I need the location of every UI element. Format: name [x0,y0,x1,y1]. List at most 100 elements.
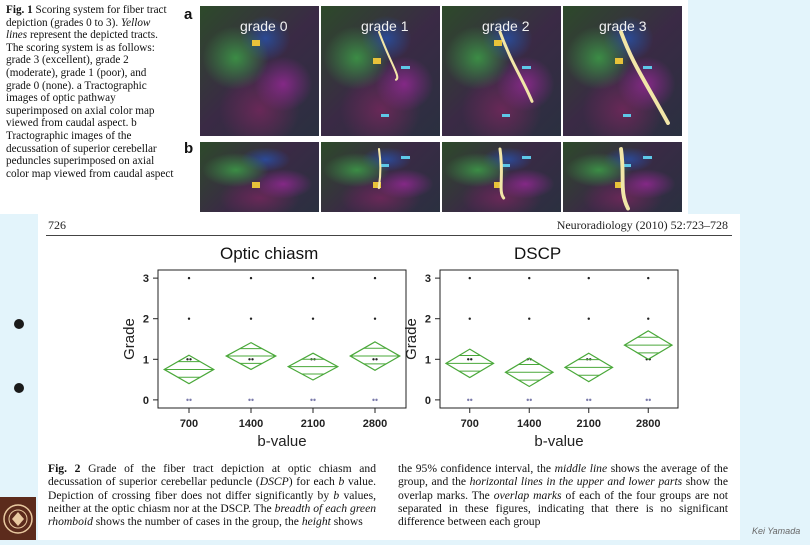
fig2-italic: horizontal lines in the upper and lower … [469,475,683,489]
x-tick-label: 2100 [577,418,601,430]
roi-marker [615,182,623,188]
y-tick-label: 0 [425,395,431,407]
fiber-tract [377,147,382,190]
grade-label-2: grade 2 [482,18,530,34]
data-point [249,317,253,320]
y-tick-label: 3 [143,273,149,285]
tract-overlay [615,30,670,125]
plot-frame [157,269,407,409]
x-tick-label: 1400 [239,418,263,430]
data-point [529,398,532,402]
x-axis-label: b-value [534,433,583,450]
ci-rhomboid [348,341,402,371]
fig1-caption: Fig. 1 Scoring system for fiber tract de… [0,0,178,214]
ci-rhomboid [224,341,278,371]
fig2-text: value. Depiction of crossing fiber does … [48,475,376,502]
panel-b-image-grade-2 [442,142,561,212]
fig2-caption-right: the 95% confidence interval, the middle … [398,462,728,528]
fig2-text: of each of the four groups are not separ… [398,488,728,529]
x-tick-label: 700 [461,418,479,430]
roi-marker-blue [381,114,389,117]
fig1-image: a b grade 0 grade 1 grade 2 grade 3 [178,0,688,214]
fig2-text: show the overlap marks. The [398,475,728,502]
data-point [189,398,192,402]
data-point [251,398,254,402]
panel-b-image-grade-0 [200,142,319,212]
data-point [251,358,254,361]
roi-marker [252,182,260,188]
fig2-text: shows the number of cases in the group, … [92,515,302,529]
data-point [248,398,251,402]
tract-overlay [252,40,260,46]
fig2-text: shows [330,515,363,529]
data-point [187,317,191,320]
ci-rhomboid [162,354,216,385]
roi-marker-blue [643,156,652,159]
fig2-text: Grade of the fiber tract depiction at op… [48,462,376,489]
roi-marker [615,58,623,64]
data-point [187,276,191,280]
panel-a-image-grade-0: grade 0 [200,6,319,136]
data-point [470,398,473,402]
panel-b-image-grade-1 [321,142,440,212]
journal-page: 726 Neuroradiology (2010) 52:723–728 Opt… [38,214,740,540]
tract-overlay [615,147,652,211]
data-point [586,398,589,402]
fiber-tract [498,147,506,200]
journal-citation: Neuroradiology (2010) 52:723–728 [556,218,728,232]
header-rule [46,235,732,236]
data-point [375,398,378,402]
grade-label-3: grade 3 [599,18,647,34]
roi-marker-blue [522,66,531,69]
roi-marker [494,182,502,188]
y-tick-label: 1 [143,354,149,366]
data-point [313,398,316,402]
fig2-text: ) for each [288,475,339,489]
fig2-italic: breadth of each green rhomboid [48,501,377,529]
fig1-caption-text-1: Scoring system for fiber tract depiction… [6,4,167,29]
data-point [470,358,473,361]
x-tick-label: 1400 [517,418,541,430]
data-point [373,276,377,280]
data-point [587,276,590,280]
data-point [647,276,650,280]
ci-rhomboid [623,330,674,360]
roi-marker [252,40,260,46]
fiber-tract [377,30,399,81]
roi-marker-blue [502,164,510,167]
chart-title-optic-chiasm: Optic chiasm [220,244,319,263]
data-point [186,358,189,361]
data-point [375,358,378,361]
fig2-italic: height [301,515,331,529]
tract-overlay [494,147,531,200]
data-point [468,317,471,320]
y-axis-label: Grade [403,318,420,360]
author-credit: Kei Yamada [752,526,801,536]
data-point [526,398,529,402]
data-point [249,276,253,280]
data-point [311,317,315,320]
x-tick-label: 2800 [363,418,387,430]
data-point [468,276,471,280]
data-point [528,317,531,320]
panel-a-label: a [184,6,193,23]
fig1-caption-italic: Yellow lines [6,16,151,42]
y-tick-label: 0 [143,395,149,407]
tract-overlay [373,30,410,117]
y-tick-label: 3 [425,273,431,285]
slide-bullet-1 [14,319,24,329]
y-axis-label: Grade [121,318,138,360]
x-tick-label: 2100 [301,418,325,430]
data-point [587,317,590,320]
roi-marker [494,40,502,46]
tract-overlay [373,147,410,190]
roi-marker-blue [643,66,652,69]
data-point [467,398,470,402]
tract-overlay [252,182,260,188]
panel-b-image-grade-3 [563,142,682,212]
panel-a-image-grade-1: grade 1 [321,6,440,136]
data-point [372,358,375,361]
x-tick-label: 700 [180,418,198,430]
fig2-caption-left: Fig. 2 Grade of the fiber tract depictio… [48,462,376,528]
fig2-label: Fig. 2 [48,462,81,475]
